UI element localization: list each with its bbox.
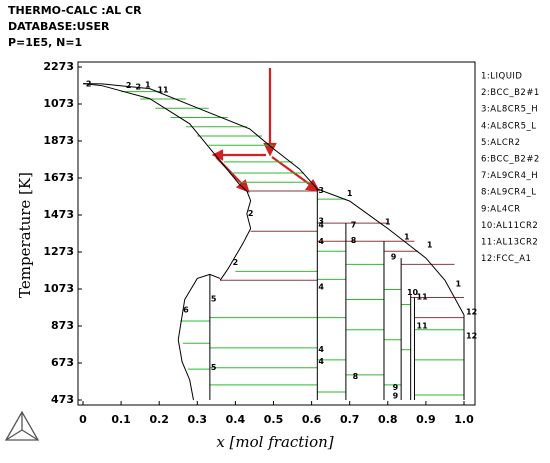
y-tick-label: 873	[51, 319, 74, 332]
x-tick-label: 0.9	[416, 413, 436, 426]
y-tick-label: 1273	[43, 245, 74, 258]
line-label: 4	[318, 237, 324, 246]
phase-boundary	[82, 83, 465, 316]
x-tick-label: 0.1	[111, 413, 131, 426]
legend-entry: 11:AL13CR2	[481, 238, 538, 248]
y-tick-label: 1673	[43, 171, 74, 184]
line-label: 1	[427, 241, 433, 250]
y-axis-label: Temperature [K]	[16, 172, 34, 298]
line-label: 2	[233, 258, 239, 267]
legend-entry: 10:AL11CR2	[481, 221, 538, 231]
logo-line	[21, 429, 39, 441]
legend-entry: 9:AL4CR	[481, 204, 521, 214]
legend-entry: 8:AL9CR4_L	[481, 188, 536, 198]
line-label: 4	[318, 357, 324, 366]
line-label: 1	[455, 280, 461, 289]
phase-boundary	[82, 83, 248, 192]
line-label: 9	[393, 391, 399, 400]
x-axis-label: x [mol fraction]	[216, 433, 333, 451]
line-label: 3	[318, 217, 324, 226]
line-label: 9	[393, 383, 399, 392]
phase-boundary	[219, 190, 252, 281]
plot-frame	[77, 61, 476, 406]
x-tick-label: 0.8	[378, 413, 398, 426]
line-label: 4	[318, 220, 324, 229]
line-label: 9	[391, 253, 397, 262]
header-conditions: P=1E5, N=1	[8, 36, 82, 49]
logo-triangle	[4, 410, 40, 441]
y-tick-label: 2273	[43, 60, 74, 73]
line-label: 4	[318, 282, 324, 291]
y-tick-label: 473	[51, 393, 74, 406]
logo	[4, 410, 40, 441]
line-label: 1	[385, 218, 391, 227]
line-label: 10	[407, 288, 419, 297]
line-label: 11	[157, 85, 169, 94]
line-label: 8	[351, 236, 357, 245]
legend-entry: 2:BCC_B2#1	[481, 88, 540, 98]
y-tick-label: 1473	[43, 208, 74, 221]
line-label: 6	[183, 305, 189, 314]
legend-entry: 6:BCC_B2#2	[481, 155, 540, 165]
line-label: 11	[417, 292, 429, 301]
y-tick-label: 673	[51, 356, 74, 369]
phase-boundary	[177, 273, 221, 401]
arrow-line	[271, 156, 313, 187]
line-label: 1	[347, 189, 353, 198]
arrow-head	[211, 149, 224, 161]
line-label: 11	[417, 322, 429, 331]
line-label: 1	[145, 81, 151, 90]
legend-entry: 1:LIQUID	[481, 72, 522, 82]
x-tick-label: 0.5	[264, 413, 284, 426]
legend-entry: 7:AL9CR4_H	[481, 171, 538, 181]
line-label: 5	[211, 294, 217, 303]
line-label: 12	[466, 331, 477, 340]
legend-entry: 5:ALCR2	[481, 138, 521, 148]
x-tick-label: 0.3	[188, 413, 208, 426]
header-database: DATABASE:USER	[8, 20, 110, 33]
logo-line	[5, 429, 23, 441]
legend-entry: 4:AL8CR5_L	[481, 121, 536, 131]
y-tick-label: 1073	[43, 97, 74, 110]
line-label: 3	[318, 186, 324, 195]
arrow-head	[304, 178, 320, 192]
x-tick-label: 0.4	[226, 413, 246, 426]
line-label: 2	[126, 81, 132, 90]
line-label: 2	[248, 209, 254, 218]
x-tick-label: 0	[79, 413, 87, 426]
line-label: 4	[318, 345, 324, 354]
line-label: 12	[466, 307, 477, 316]
line-label: 5	[211, 363, 217, 372]
arrow-head	[235, 179, 250, 193]
arrow-head	[263, 142, 277, 157]
line-label: 1	[404, 232, 410, 241]
x-tick-label: 0.6	[302, 413, 322, 426]
y-tick-label: 1073	[43, 282, 74, 295]
x-tick-label: 1.0	[454, 413, 474, 426]
line-label: 2	[135, 82, 141, 91]
legend-entry: 3:AL8CR5_H	[481, 105, 538, 115]
header-title: THERMO-CALC :AL CR	[8, 4, 142, 17]
y-tick-label: 1873	[43, 134, 74, 147]
line-label: 2	[86, 80, 92, 89]
legend-entry: 12:FCC_A1	[481, 254, 531, 264]
line-label: 7	[351, 220, 357, 229]
x-tick-label: 0.2	[149, 413, 169, 426]
line-label: 8	[353, 372, 359, 381]
x-tick-label: 0.7	[340, 413, 360, 426]
